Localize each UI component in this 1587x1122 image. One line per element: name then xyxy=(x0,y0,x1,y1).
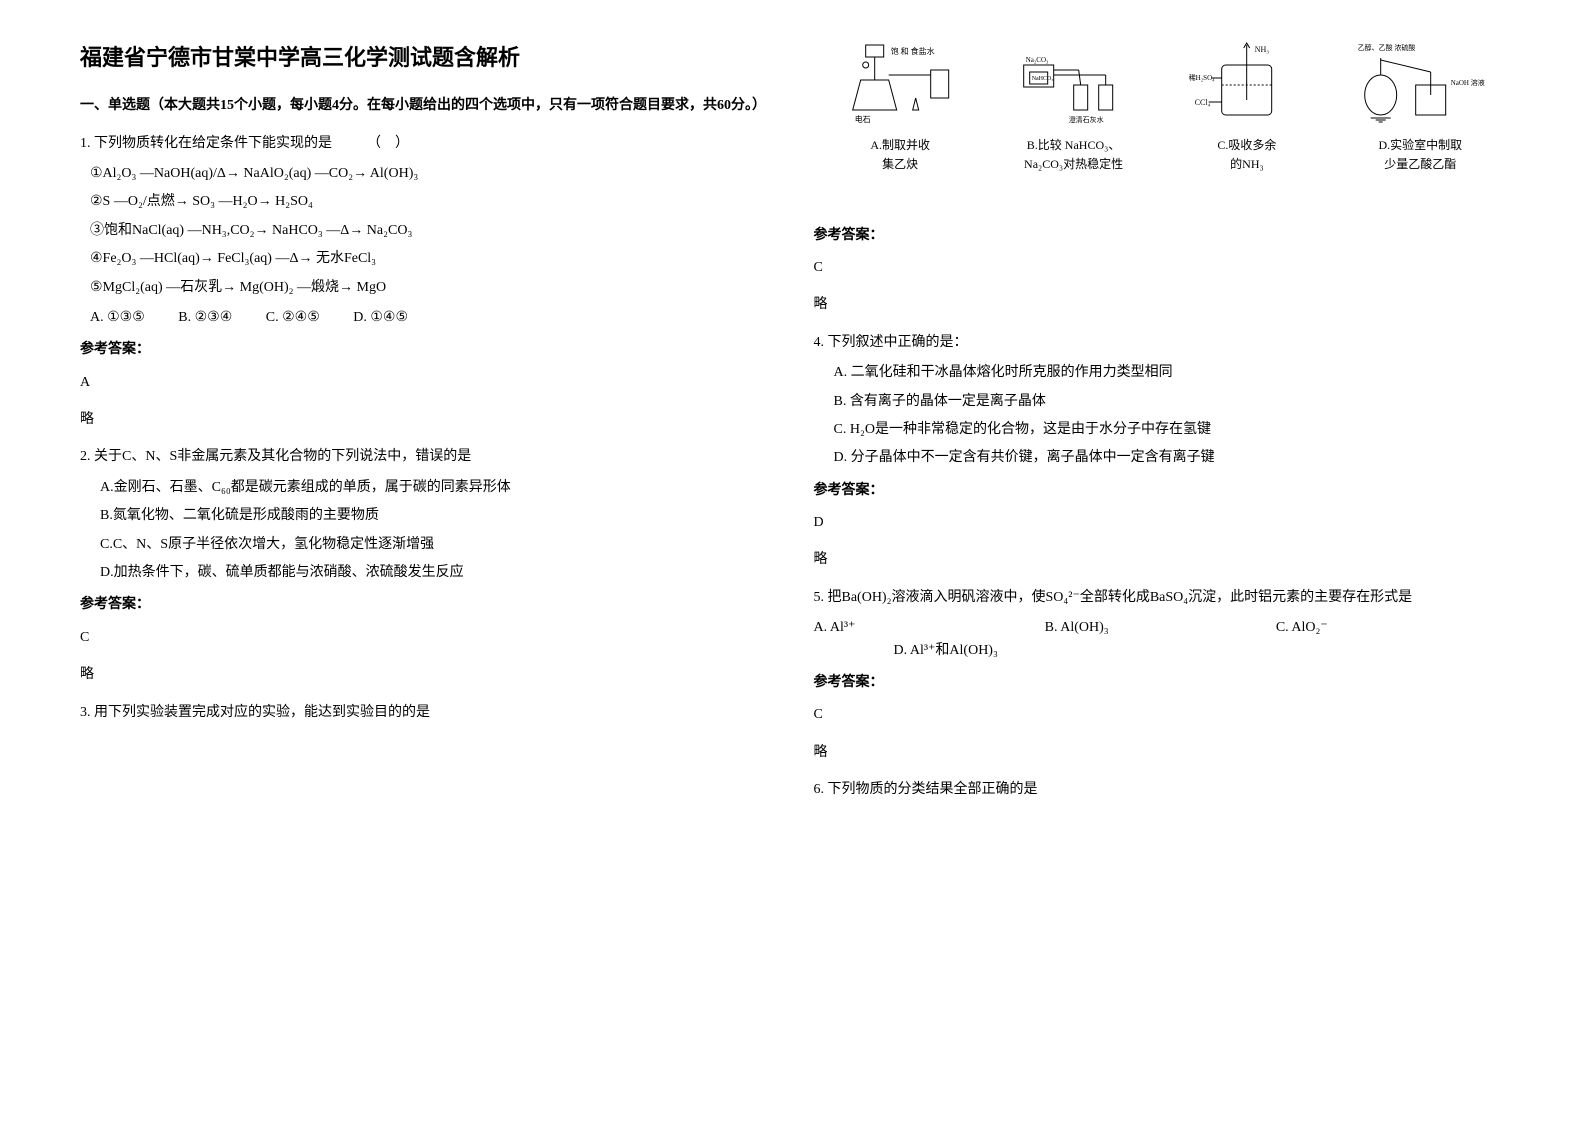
q6-stem: 6. 下列物质的分类结果全部正确的是 xyxy=(814,779,1508,801)
question-2: 2. 关于C、N、S非金属元素及其化合物的下列说法中，错误的是 A.金刚石、石墨… xyxy=(80,446,774,686)
q3-diagram-B: Na₂CO₃ NaHCO₃ 澄清石灰水 B.比较 NaHCO₃、 Na₂CO₃对… xyxy=(987,40,1160,175)
q1-stem: 1. 下列物质转化在给定条件下能实现的是 （ ） xyxy=(80,133,774,155)
section-header: 一、单选题（本大题共15个小题，每小题4分。在每小题给出的四个选项中，只有一项符… xyxy=(80,95,774,117)
labelC3: CCl₄ xyxy=(1195,98,1211,107)
q2-stem: 2. 关于C、N、S非金属元素及其化合物的下列说法中，错误的是 xyxy=(80,446,774,468)
q3-brief: 略 xyxy=(814,294,1508,316)
q3-capD: D.实验室中制取 少量乙酸乙酯 xyxy=(1334,136,1507,174)
labelC1: NH₃ xyxy=(1255,45,1270,54)
question-3-stem: 3. 用下列实验装置完成对应的实验，能达到实验目的的是 xyxy=(80,702,774,724)
q2-optC: C.C、N、S原子半径依次增大，氢化物稳定性逐渐增强 xyxy=(100,534,774,556)
q1-brief: 略 xyxy=(80,409,774,431)
left-column: 福建省宁德市甘棠中学高三化学测试题含解析 一、单选题（本大题共15个小题，每小题… xyxy=(60,40,794,1082)
q4-optC: C. H₂O是一种非常稳定的化合物，这是由于水分子中存在氢键 xyxy=(834,419,1508,441)
q1-optB: B. ②③④ xyxy=(178,307,232,329)
q4-answer: D xyxy=(814,512,1508,534)
apparatus-C-icon: NH₃ 稀H₂SO₄ CCl₄ xyxy=(1160,40,1333,130)
labelC2: 稀H₂SO₄ xyxy=(1189,73,1215,82)
q2-optB: B.氮氧化物、二氧化硫是形成酸雨的主要物质 xyxy=(100,505,774,527)
q5-options-row2: D. Al³⁺和Al(OH)₃ xyxy=(814,640,1508,662)
labelB3: 澄清石灰水 xyxy=(1069,115,1104,124)
q1-answer: A xyxy=(80,372,774,394)
q5-options-row1: A. Al³⁺ B. Al(OH)₃ C. AlO₂⁻ xyxy=(814,617,1508,639)
q5-answer: C xyxy=(814,704,1508,726)
q5-brief: 略 xyxy=(814,742,1508,764)
apparatus-A-icon: 饱 和 食盐水 电石 xyxy=(814,40,987,130)
labelB1: Na₂CO₃ xyxy=(1026,56,1049,64)
q3-capB: B.比较 NaHCO₃、 Na₂CO₃对热稳定性 xyxy=(987,136,1160,174)
q3-capC: C.吸收多余 的NH₃ xyxy=(1160,136,1333,174)
labelD1: 乙醇、乙酸 浓硫酸 xyxy=(1357,43,1415,52)
q1-item4: ④Fe₂O₃ —HCl(aq)→ FeCl₃(aq) —Δ→ 无水FeCl₃ xyxy=(90,248,774,270)
q1-item1: ①Al₂O₃ —NaOH(aq)/Δ→ NaAlO₂(aq) —CO₂→ Al(… xyxy=(90,163,774,185)
q3-diagram-C: NH₃ 稀H₂SO₄ CCl₄ C.吸收多余 的NH₃ xyxy=(1160,40,1333,175)
q3-stem: 3. 用下列实验装置完成对应的实验，能达到实验目的的是 xyxy=(80,702,774,724)
question-1: 1. 下列物质转化在给定条件下能实现的是 （ ） ①Al₂O₃ —NaOH(aq… xyxy=(80,133,774,432)
labelB2: NaHCO₃ xyxy=(1032,76,1054,82)
q3-diagram-A: 饱 和 食盐水 电石 A.制取并收 集乙炔 xyxy=(814,40,987,175)
right-column: 饱 和 食盐水 电石 A.制取并收 集乙炔 Na₂CO₃ NaHCO₃ 澄清 xyxy=(794,40,1528,1082)
q4-optA: A. 二氧化硅和干冰晶体熔化时所克服的作用力类型相同 xyxy=(834,362,1508,384)
q1-item3: ③饱和NaCl(aq) —NH₃,CO₂→ NaHCO₃ —Δ→ Na₂CO₃ xyxy=(90,220,774,242)
question-5: 5. 把Ba(OH)₂溶液滴入明矾溶液中，使SO₄²⁻全部转化成BaSO₄沉淀，… xyxy=(814,587,1508,764)
q3-capA: A.制取并收 集乙炔 xyxy=(814,136,987,174)
q4-optB: B. 含有离子的晶体一定是离子晶体 xyxy=(834,391,1508,413)
q1-item2: ②S —O₂/点燃→ SO₃ —H₂O→ H₂SO₄ xyxy=(90,191,774,213)
labelA1: 饱 和 食盐水 xyxy=(890,46,934,56)
q5-optD: D. Al³⁺和Al(OH)₃ xyxy=(894,643,998,658)
q2-optD: D.加热条件下，碳、硫单质都能与浓硝酸、浓硫酸发生反应 xyxy=(100,562,774,584)
labelA2: 电石 xyxy=(854,114,870,124)
q3-diagram-D: 乙醇、乙酸 浓硫酸 NaOH 溶液 D.实验室中制取 少量乙酸乙酯 xyxy=(1334,40,1507,175)
q3-answer: C xyxy=(814,257,1508,279)
q1-answer-label: 参考答案： xyxy=(80,339,774,361)
q1-optA: A. ①③⑤ xyxy=(90,307,145,329)
q1-options: A. ①③⑤ B. ②③④ C. ②④⑤ D. ①④⑤ xyxy=(90,307,774,329)
q2-brief: 略 xyxy=(80,664,774,686)
q5-optC: C. AlO₂⁻ xyxy=(1276,617,1507,639)
page-title: 福建省宁德市甘棠中学高三化学测试题含解析 xyxy=(80,40,774,75)
q1-optC: C. ②④⑤ xyxy=(266,307,320,329)
q5-stem: 5. 把Ba(OH)₂溶液滴入明矾溶液中，使SO₄²⁻全部转化成BaSO₄沉淀，… xyxy=(814,587,1508,609)
question-4: 4. 下列叙述中正确的是： A. 二氧化硅和干冰晶体熔化时所克服的作用力类型相同… xyxy=(814,332,1508,572)
question-6: 6. 下列物质的分类结果全部正确的是 xyxy=(814,779,1508,801)
q3-answer-label: 参考答案： xyxy=(814,225,1508,247)
q5-answer-label: 参考答案： xyxy=(814,672,1508,694)
q3-diagram-row: 饱 和 食盐水 电石 A.制取并收 集乙炔 Na₂CO₃ NaHCO₃ 澄清 xyxy=(814,40,1508,175)
q1-item5: ⑤MgCl₂(aq) —石灰乳→ Mg(OH)₂ —煅烧→ MgO xyxy=(90,277,774,299)
q5-optA: A. Al³⁺ xyxy=(814,617,1045,639)
apparatus-D-icon: 乙醇、乙酸 浓硫酸 NaOH 溶液 xyxy=(1334,40,1507,130)
q4-answer-label: 参考答案： xyxy=(814,480,1508,502)
labelD2: NaOH 溶液 xyxy=(1450,78,1484,87)
q2-optA: A.金刚石、石墨、C₆₀都是碳元素组成的单质，属于碳的同素异形体 xyxy=(100,477,774,499)
q4-stem: 4. 下列叙述中正确的是： xyxy=(814,332,1508,354)
q2-answer-label: 参考答案： xyxy=(80,594,774,616)
q2-answer: C xyxy=(80,627,774,649)
q5-optB: B. Al(OH)₃ xyxy=(1045,617,1276,639)
apparatus-B-icon: Na₂CO₃ NaHCO₃ 澄清石灰水 xyxy=(987,40,1160,130)
q4-optD: D. 分子晶体中不一定含有共价键，离子晶体中一定含有离子键 xyxy=(834,447,1508,469)
q4-brief: 略 xyxy=(814,549,1508,571)
q1-optD: D. ①④⑤ xyxy=(353,307,408,329)
